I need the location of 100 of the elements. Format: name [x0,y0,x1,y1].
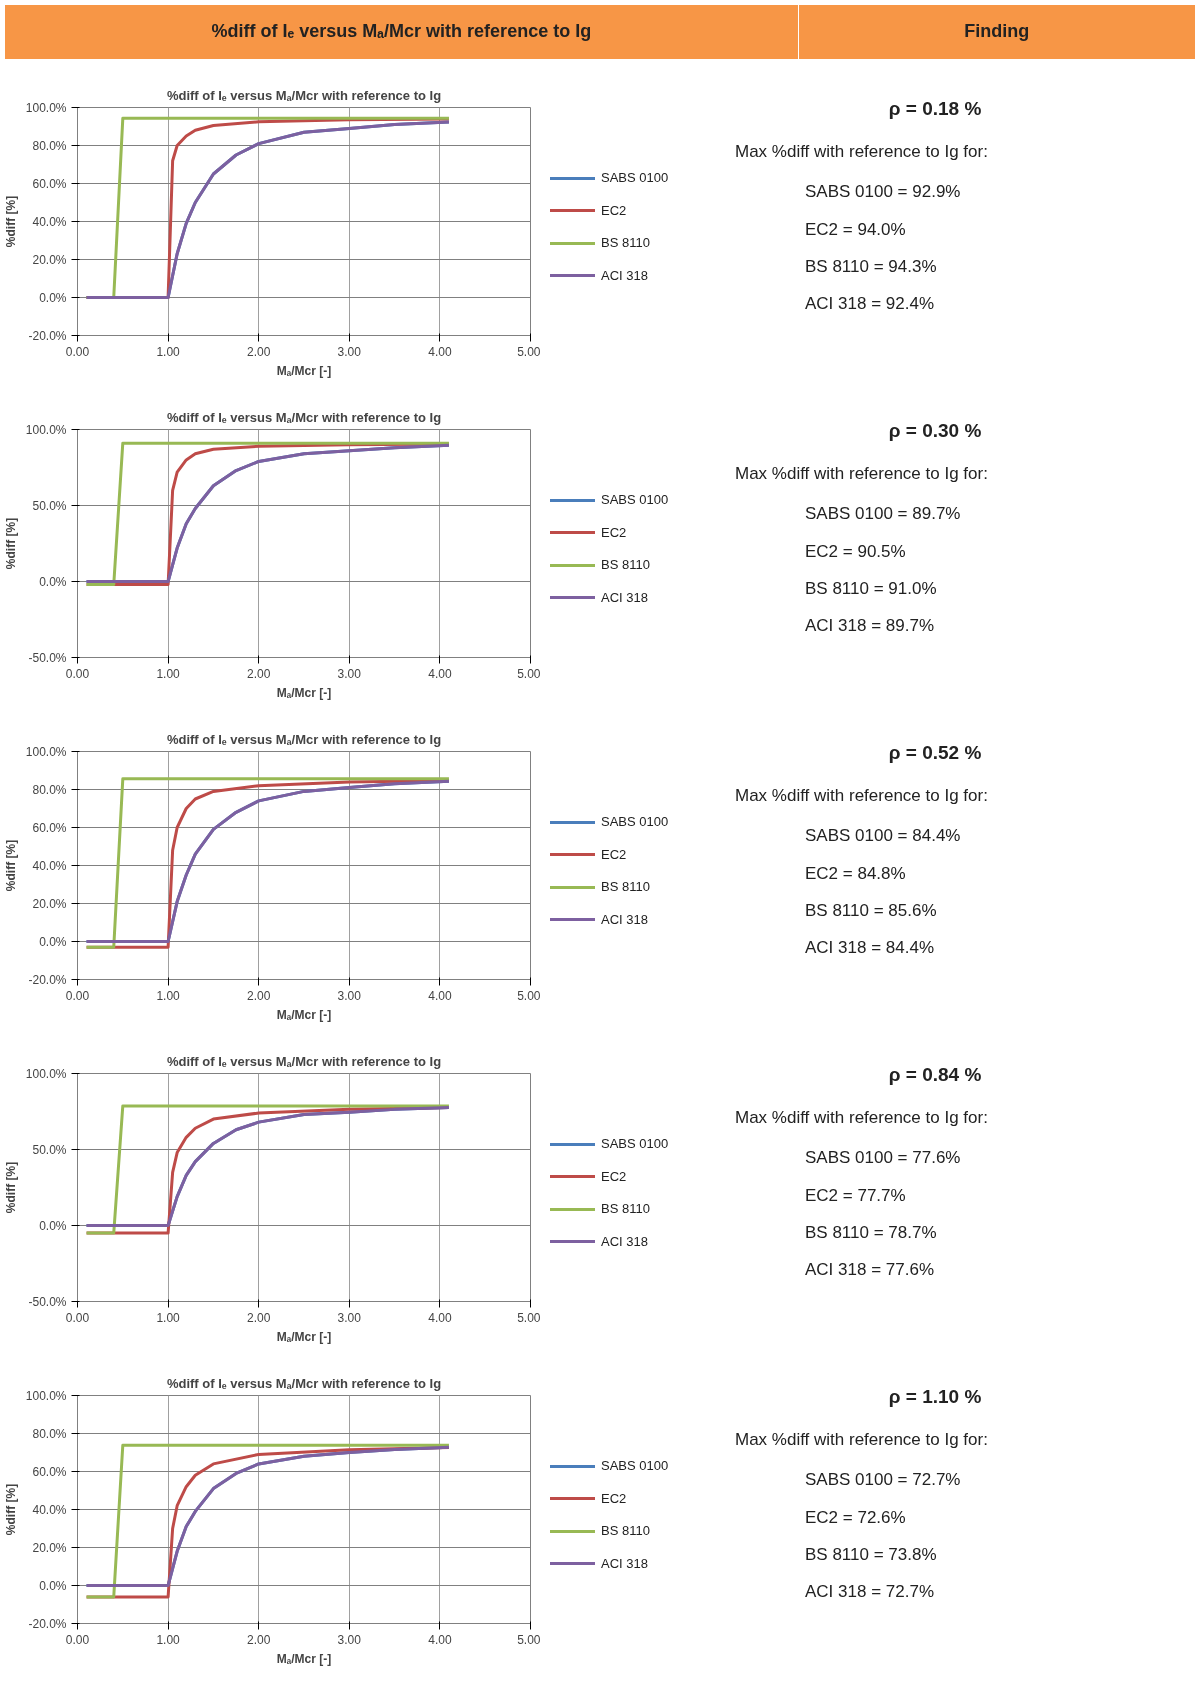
y-tick-label: -20.0% [28,328,67,343]
text: EC2 = 94.0% [805,218,907,241]
chart-title: %diff of Iₑ versus Mₐ/Mcr with reference to Ig [166,1375,442,1391]
x-tick-label: 5.00 [517,1310,541,1325]
x-tick-label: 3.00 [337,1310,362,1325]
y-tick-label: 100.0% [25,1066,67,1081]
text: EC2 = 72.6% [805,1506,907,1529]
y-tick-label: 0.0% [39,934,67,949]
legend-label: SABS 0100 [601,1457,669,1475]
x-tick-label: 0.00 [65,1632,90,1647]
text: Max %diff with reference to Ig for: [735,1107,989,1130]
chart-title: %diff of Iₑ versus Mₐ/Mcr with reference to Ig [166,1053,442,1069]
x-tick-label: 0.00 [65,344,90,359]
legend-label: EC2 [601,1167,627,1186]
text: EC2 = 90.5% [805,540,907,563]
legend-label: SABS 0100 [601,491,669,509]
text: Max %diff with reference to Ig for: [735,1429,989,1452]
text: ρ = 0.18 % [887,97,983,121]
x-tick-label: 1.00 [156,1632,181,1647]
text: BS 8110 = 94.3% [805,256,938,278]
y-tick-label: 100.0% [25,100,67,115]
x-tick-label: 0.00 [65,666,90,681]
text: ρ = 0.84 % [887,1063,983,1087]
x-tick-label: 3.00 [337,666,362,681]
y-tick-label: 50.0% [32,498,67,513]
y-tick-label: 20.0% [32,1540,67,1555]
y-tick-label: -50.0% [28,1294,67,1309]
x-tick-label: 1.00 [156,988,181,1003]
y-axis-title: %diff [%] [3,517,18,570]
y-axis-title: %diff [%] [3,839,18,892]
legend-label: EC2 [601,1489,627,1508]
x-tick-label: 5.00 [517,344,541,359]
y-tick-label: -50.0% [28,650,67,665]
legend-label: BS 8110 [601,234,650,253]
text: SABS 0100 = 72.7% [805,1469,962,1492]
text: SABS 0100 = 77.6% [805,1147,962,1170]
x-tick-label: 2.00 [247,344,271,359]
y-tick-label: 80.0% [32,1426,67,1441]
x-tick-label: 4.00 [428,666,452,681]
x-tick-label: 1.00 [156,1310,181,1325]
legend-label: BS 8110 [601,1200,650,1219]
x-axis-title: Mₐ/Mcr [-] [276,1651,332,1666]
legend-label: ACI 318 [601,588,648,607]
legend-label: EC2 [601,845,627,864]
x-tick-label: 5.00 [517,1632,541,1647]
legend-label: SABS 0100 [601,1135,669,1153]
text: BS 8110 = 85.6% [805,900,938,922]
legend-label: SABS 0100 [601,813,669,831]
x-tick-label: 2.00 [247,666,271,681]
text: ACI 318 = 89.7% [805,615,935,638]
text: BS 8110 = 91.0% [805,578,938,600]
legend-label: BS 8110 [601,878,650,897]
y-tick-label: 50.0% [32,1142,67,1157]
y-axis-title: %diff [%] [3,1161,18,1214]
x-tick-label: 5.00 [517,988,541,1003]
y-tick-label: 40.0% [32,1502,67,1517]
text: Max %diff with reference to Ig for: [735,141,989,164]
x-tick-label: 1.00 [156,344,181,359]
y-tick-label: 20.0% [32,896,67,911]
y-tick-label: 0.0% [39,1218,67,1233]
legend-label: SABS 0100 [601,169,669,187]
text: BS 8110 = 73.8% [805,1544,938,1566]
y-tick-label: 0.0% [39,1578,67,1593]
x-axis-title: Mₐ/Mcr [-] [276,685,332,700]
text: Max %diff with reference to Ig for: [735,785,989,808]
legend-label: ACI 318 [601,910,648,929]
x-axis-title: Mₐ/Mcr [-] [276,1329,332,1344]
text: Max %diff with reference to Ig for: [735,463,989,486]
y-tick-label: 60.0% [32,1464,67,1479]
legend-label: BS 8110 [601,556,650,575]
legend-label: BS 8110 [601,1522,650,1541]
y-tick-label: 80.0% [32,138,67,153]
x-tick-label: 3.00 [337,988,362,1003]
text: BS 8110 = 78.7% [805,1222,938,1244]
x-tick-label: 4.00 [428,1310,452,1325]
x-tick-label: 4.00 [428,1632,452,1647]
y-tick-label: 40.0% [32,858,67,873]
legend-label: ACI 318 [601,1232,648,1251]
y-tick-label: 0.0% [39,574,67,589]
x-axis-title: Mₐ/Mcr [-] [276,363,332,378]
legend-label: EC2 [601,201,627,220]
text: EC2 = 84.8% [805,862,907,885]
y-tick-label: 40.0% [32,214,67,229]
x-tick-label: 2.00 [247,1632,271,1647]
chart-title: %diff of Iₑ versus Mₐ/Mcr with reference to Ig [166,87,442,103]
y-tick-label: 100.0% [25,744,67,759]
text: EC2 = 77.7% [805,1184,907,1207]
x-tick-label: 3.00 [337,344,362,359]
x-tick-label: 4.00 [428,988,452,1003]
text: ACI 318 = 84.4% [805,937,935,960]
y-tick-label: 0.0% [39,290,67,305]
legend-label: ACI 318 [601,266,648,285]
text: ρ = 0.52 % [887,741,983,765]
y-tick-label: 100.0% [25,1388,67,1403]
text: SABS 0100 = 92.9% [805,181,962,204]
text: SABS 0100 = 84.4% [805,825,962,848]
x-tick-label: 3.00 [337,1632,362,1647]
y-tick-label: 100.0% [25,422,67,437]
legend-label: ACI 318 [601,1554,648,1573]
x-tick-label: 0.00 [65,988,90,1003]
